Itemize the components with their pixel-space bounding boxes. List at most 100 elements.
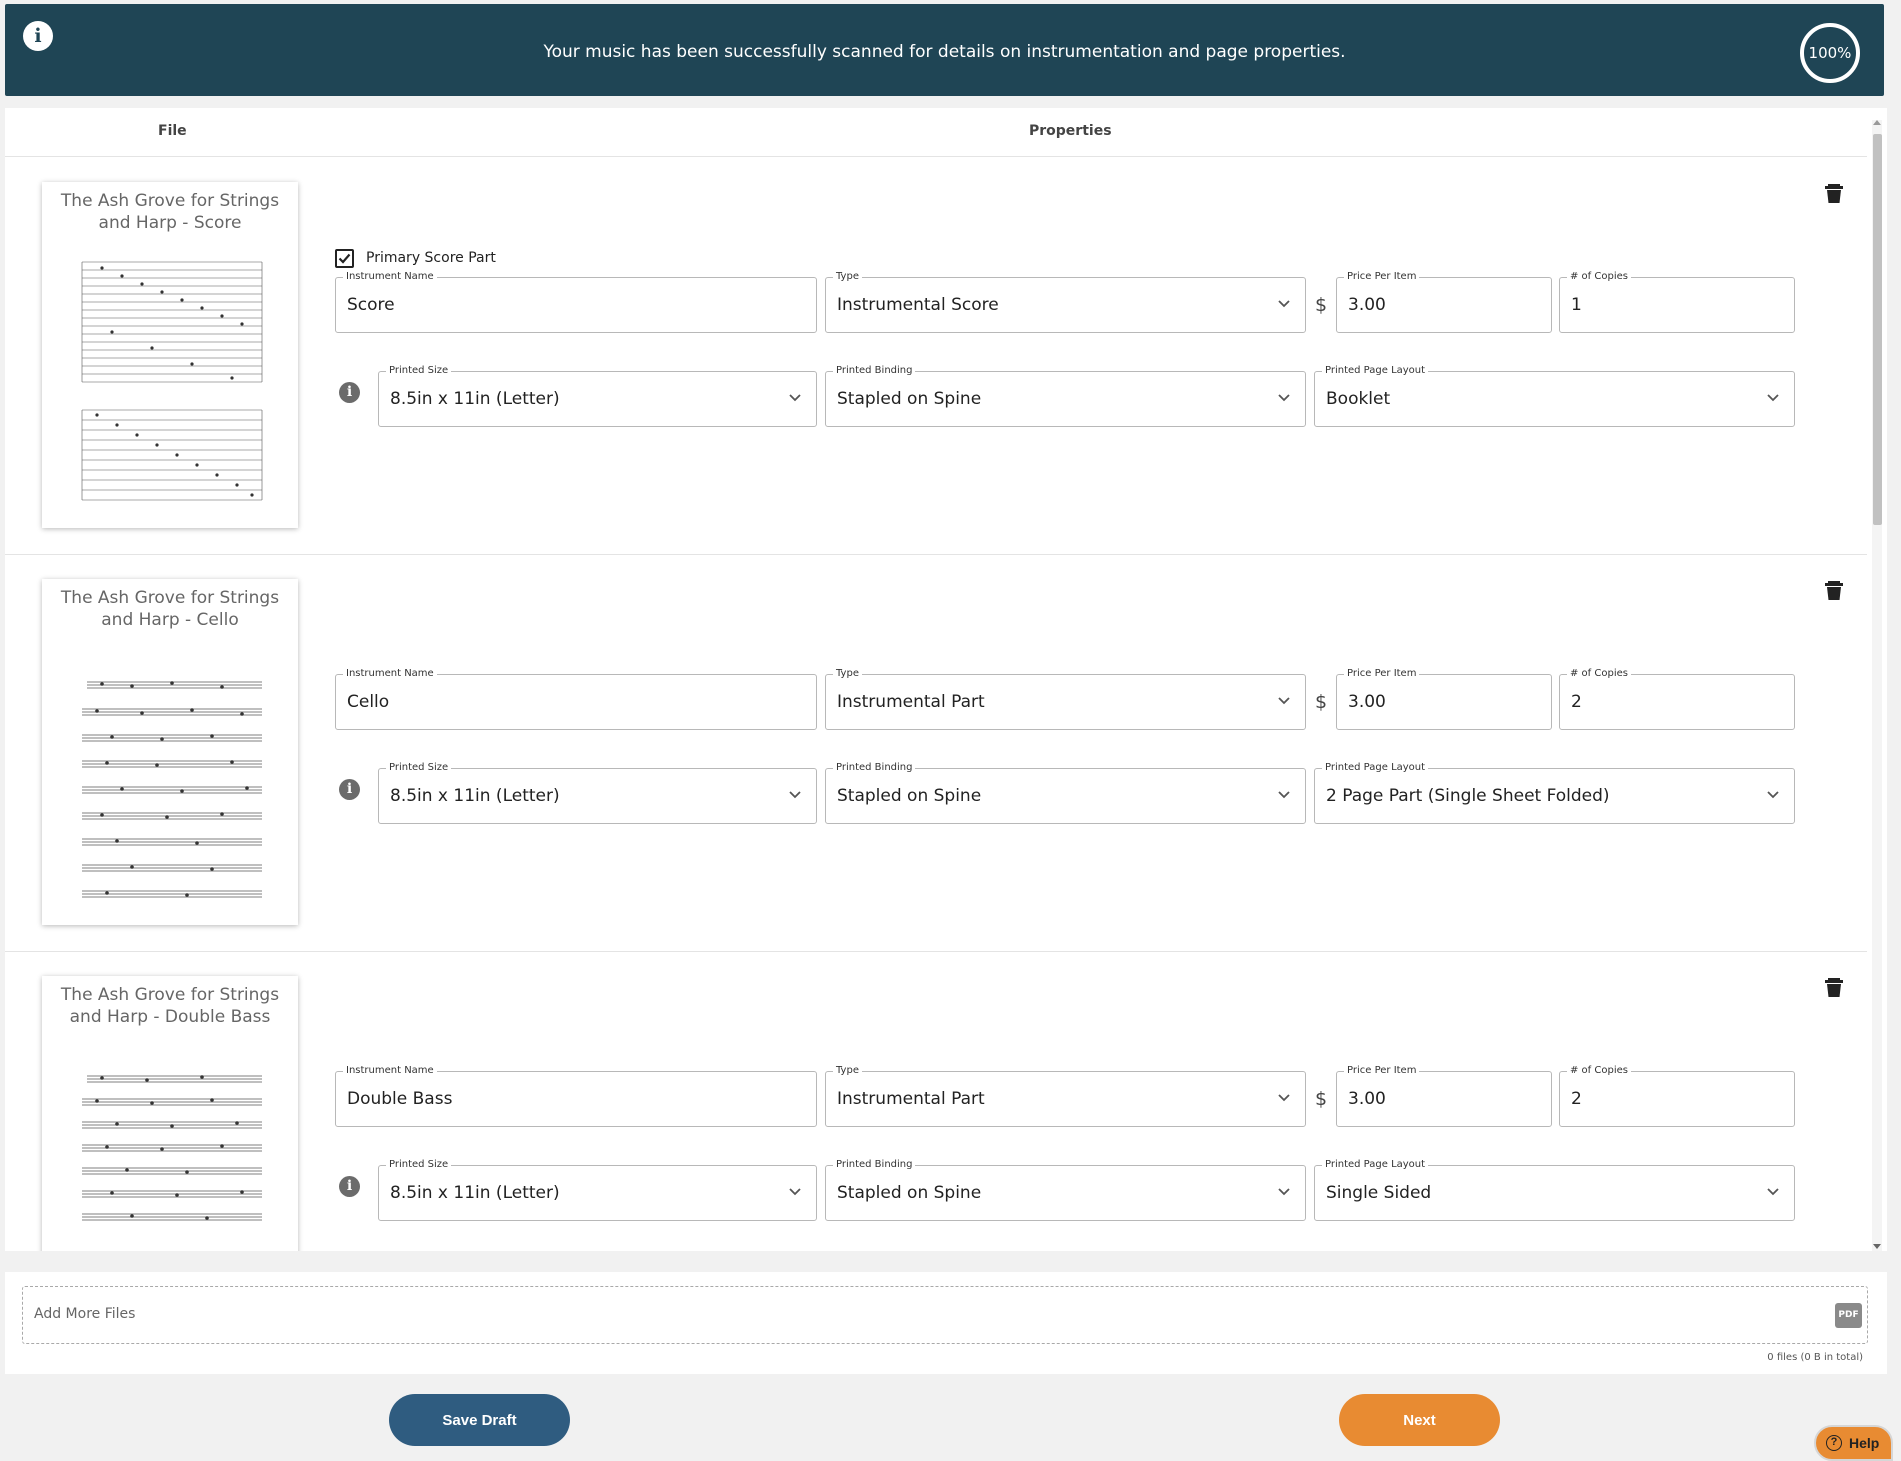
printed-binding-legend: Printed Binding [833,364,916,378]
price-legend: Price Per Item [1344,270,1420,284]
type-legend: Type [833,667,862,681]
printed-binding-value: Stapled on Spine [837,786,982,806]
chevron-down-icon [1278,697,1290,705]
scroll-up-arrow[interactable] [1873,120,1881,125]
type-select[interactable]: Type Instrumental Part [825,1064,1306,1127]
chevron-down-icon [1767,394,1779,402]
banner-message: Your music has been successfully scanned… [543,42,1346,62]
printed-size-select[interactable]: Printed Size 8.5in x 11in (Letter) [378,1158,817,1221]
part-preview-image [82,681,262,898]
printed-page-layout-legend: Printed Page Layout [1322,761,1429,775]
info-icon[interactable]: i [339,1176,360,1197]
save-draft-button[interactable]: Save Draft [389,1394,570,1446]
copies-legend: # of Copies [1567,667,1631,681]
price-legend: Price Per Item [1344,1064,1420,1078]
delete-file-icon[interactable] [1820,970,1848,1000]
price-per-item-field[interactable]: Price Per Item 3.00 [1336,270,1552,333]
printed-binding-select[interactable]: Printed Binding Stapled on Spine [825,364,1306,427]
printed-binding-select[interactable]: Printed Binding Stapled on Spine [825,761,1306,824]
chevron-down-icon [1767,1188,1779,1196]
printed-binding-value: Stapled on Spine [837,389,982,409]
printed-size-value: 8.5in x 11in (Letter) [390,389,560,409]
price-value: 3.00 [1348,295,1386,315]
column-header-file: File [158,123,187,139]
printed-binding-legend: Printed Binding [833,761,916,775]
printed-binding-value: Stapled on Spine [837,1183,982,1203]
chevron-down-icon [1767,791,1779,799]
info-icon[interactable]: i [339,382,360,403]
price-per-item-field[interactable]: Price Per Item 3.00 [1336,667,1552,730]
printed-page-layout-value: 2 Page Part (Single Sheet Folded) [1326,786,1610,806]
instrument-name-field[interactable]: Instrument Name Score [335,270,817,333]
next-button[interactable]: Next [1339,1394,1500,1446]
type-value: Instrumental Score [837,295,999,315]
printed-page-layout-value: Single Sided [1326,1183,1432,1203]
chevron-down-icon [789,1188,801,1196]
type-select[interactable]: Type Instrumental Score [825,270,1306,333]
part-preview-image [82,1075,262,1221]
delete-file-icon[interactable] [1820,176,1848,206]
copies-legend: # of Copies [1567,1064,1631,1078]
printed-page-layout-legend: Printed Page Layout [1322,364,1429,378]
info-icon[interactable]: i [339,779,360,800]
primary-score-label: Primary Score Part [366,250,496,266]
copies-field[interactable]: # of Copies 2 [1559,1064,1795,1127]
file-thumbnail[interactable]: The Ash Grove for Strings and Harp - Dou… [42,976,298,1251]
copies-value: 1 [1571,295,1582,315]
help-label: Help [1849,1435,1880,1451]
file-thumbnail[interactable]: The Ash Grove for Strings and Harp - Sco… [42,182,298,528]
printed-size-select[interactable]: Printed Size 8.5in x 11in (Letter) [378,364,817,427]
chevron-down-icon [1278,791,1290,799]
pdf-icon: PDF [1835,1303,1862,1328]
file-dropzone[interactable]: Add More Files PDF [22,1286,1868,1344]
type-value: Instrumental Part [837,692,985,712]
instrument-name-field[interactable]: Instrument Name Cello [335,667,817,730]
chevron-down-icon [1278,300,1290,308]
chevron-down-icon [1278,1188,1290,1196]
price-legend: Price Per Item [1344,667,1420,681]
copies-value: 2 [1571,1089,1582,1109]
file-list-panel: File Properties The Ash Grove for String… [5,108,1887,1251]
chevron-down-icon [789,791,801,799]
printed-binding-select[interactable]: Printed Binding Stapled on Spine [825,1158,1306,1221]
price-value: 3.00 [1348,692,1386,712]
file-thumbnail[interactable]: The Ash Grove for Strings and Harp - Cel… [42,579,298,925]
instrument-name-value: Double Bass [347,1089,453,1109]
copies-field[interactable]: # of Copies 2 [1559,667,1795,730]
printed-page-layout-select[interactable]: Printed Page Layout Booklet [1314,364,1795,427]
printed-page-layout-select[interactable]: Printed Page Layout 2 Page Part (Single … [1314,761,1795,824]
printed-binding-legend: Printed Binding [833,1158,916,1172]
help-button[interactable]: ? Help [1814,1425,1893,1461]
instrument-name-value: Cello [347,692,390,712]
delete-file-icon[interactable] [1820,573,1848,603]
file-title: The Ash Grove for Strings and Harp - Sco… [60,191,280,233]
copies-field[interactable]: # of Copies 1 [1559,270,1795,333]
printed-size-value: 8.5in x 11in (Letter) [390,786,560,806]
file-item: The Ash Grove for Strings and Harp - Dou… [5,952,1867,1251]
chevron-down-icon [789,394,801,402]
progress-indicator: 100% [1800,23,1860,83]
add-more-files-label: Add More Files [34,1306,136,1322]
primary-score-checkbox[interactable] [335,249,354,268]
list-scrollbar[interactable] [1867,120,1887,1251]
info-icon[interactable]: i [23,21,53,51]
list-header: File Properties [5,108,1867,157]
scrollbar-thumb[interactable] [1873,134,1882,525]
file-item: The Ash Grove for Strings and Harp - Cel… [5,555,1867,952]
question-icon: ? [1826,1435,1842,1451]
instrument-name-legend: Instrument Name [343,270,437,284]
upload-panel: Add More Files PDF 0 files (0 B in total… [5,1272,1887,1374]
currency-symbol: $ [1315,1088,1328,1110]
currency-symbol: $ [1315,294,1328,316]
file-title: The Ash Grove for Strings and Harp - Cel… [60,588,280,630]
printed-page-layout-select[interactable]: Printed Page Layout Single Sided [1314,1158,1795,1221]
score-preview-image [81,261,263,501]
scroll-down-arrow[interactable] [1873,1244,1881,1249]
copies-legend: # of Copies [1567,270,1631,284]
price-per-item-field[interactable]: Price Per Item 3.00 [1336,1064,1552,1127]
printed-size-select[interactable]: Printed Size 8.5in x 11in (Letter) [378,761,817,824]
file-title: The Ash Grove for Strings and Harp - Dou… [60,985,280,1027]
copies-value: 2 [1571,692,1582,712]
type-select[interactable]: Type Instrumental Part [825,667,1306,730]
instrument-name-field[interactable]: Instrument Name Double Bass [335,1064,817,1127]
